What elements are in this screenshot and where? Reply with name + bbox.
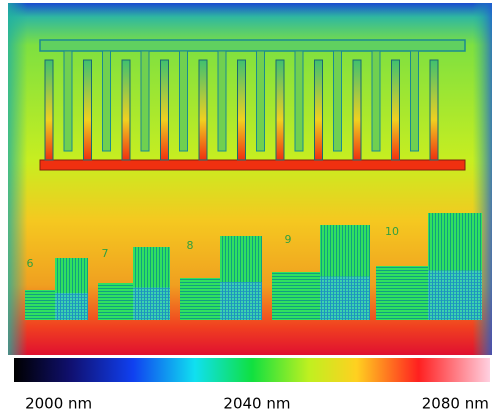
comb-top-bar bbox=[39, 39, 466, 52]
comb-finger bbox=[314, 59, 323, 161]
comb-finger bbox=[179, 50, 188, 152]
comb-finger bbox=[410, 50, 419, 152]
comb-finger bbox=[429, 59, 439, 161]
colorbar-tick-label: 2080 nm bbox=[422, 395, 489, 413]
colorbar bbox=[14, 358, 490, 382]
comb-finger bbox=[83, 59, 92, 161]
line-array bbox=[376, 266, 428, 320]
array-label: 6 bbox=[27, 257, 34, 270]
grid-array bbox=[220, 282, 262, 320]
colorbar-tick-label: 2040 nm bbox=[223, 395, 290, 413]
array-label: 7 bbox=[102, 247, 109, 260]
line-array bbox=[98, 283, 133, 320]
comb-bottom-bar bbox=[39, 159, 466, 171]
line-array bbox=[25, 290, 55, 320]
comb-finger bbox=[294, 50, 304, 152]
comb-finger bbox=[140, 50, 150, 152]
comb-finger bbox=[121, 59, 131, 161]
comb-finger bbox=[63, 50, 73, 152]
array-label: 9 bbox=[285, 233, 292, 246]
grid-array bbox=[133, 287, 170, 320]
colorbar-tick-label: 2000 nm bbox=[25, 395, 92, 413]
comb-finger bbox=[198, 59, 208, 161]
array-label: 10 bbox=[385, 225, 399, 238]
grid-array bbox=[428, 270, 482, 320]
grid-array bbox=[55, 293, 88, 320]
comb-finger bbox=[371, 50, 381, 152]
comb-finger bbox=[333, 50, 342, 152]
comb-finger bbox=[275, 59, 285, 161]
comb-finger bbox=[352, 59, 362, 161]
comb-finger bbox=[217, 50, 227, 152]
comb-finger bbox=[237, 59, 246, 161]
line-array bbox=[180, 278, 220, 320]
comb-finger bbox=[160, 59, 169, 161]
height-map: 6 7 8 9 10 bbox=[8, 3, 492, 355]
comb-finger bbox=[102, 50, 111, 152]
array-label: 8 bbox=[187, 239, 194, 252]
comb-finger bbox=[44, 59, 54, 161]
grid-array bbox=[320, 276, 370, 320]
line-array bbox=[272, 272, 320, 320]
comb-finger bbox=[391, 59, 400, 161]
comb-finger bbox=[256, 50, 265, 152]
